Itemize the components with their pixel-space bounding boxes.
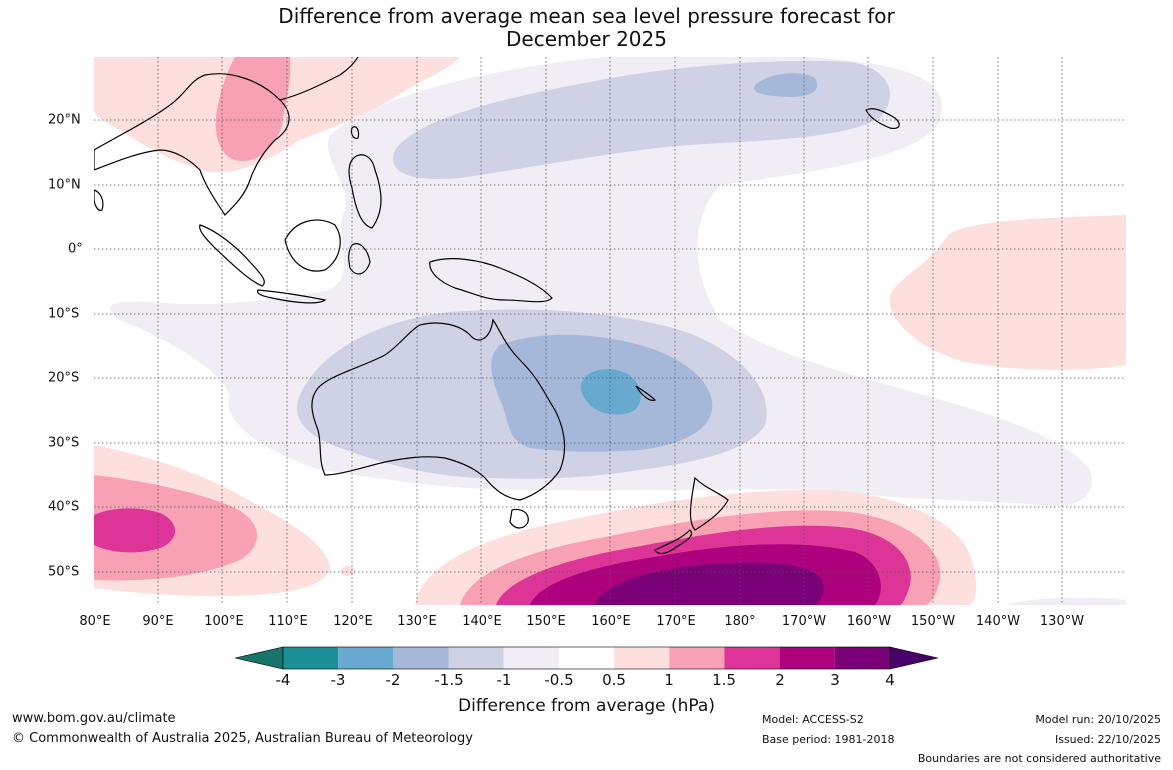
asia-mainland-coastline xyxy=(94,73,290,216)
colorbar-segment xyxy=(834,647,890,669)
colorbar-tick: 2 xyxy=(775,671,785,689)
colorbar-segment xyxy=(503,647,559,669)
colorbar-segment xyxy=(393,647,449,669)
lat-label: 10°N xyxy=(48,177,81,193)
sulawesi-coastline xyxy=(348,243,371,275)
lon-label: 80°E xyxy=(79,614,111,629)
lat-label: 50°S xyxy=(48,564,80,580)
colorbar-segment xyxy=(779,647,835,669)
colorbar-segment xyxy=(724,647,780,669)
lon-gridlines xyxy=(157,57,1063,605)
anomaly-contour-minus-2 xyxy=(580,369,641,415)
colorbar-extend-high xyxy=(889,646,939,670)
australia-coastline xyxy=(311,318,566,501)
lat-label: 30°S xyxy=(48,435,80,451)
colorbar-tick: 1 xyxy=(664,671,674,689)
lon-label: 140°E xyxy=(462,614,502,629)
anomaly-contour-plus-3-nz xyxy=(595,562,824,605)
sri-lanka-coastline xyxy=(94,189,104,211)
colorbar-tick: 4 xyxy=(885,671,895,689)
colorbar-tick: -3 xyxy=(330,671,346,689)
anomaly-contour-plus-1.5-indian xyxy=(94,508,175,553)
china-coast xyxy=(279,57,359,101)
colorbar-segment xyxy=(338,647,394,669)
java-coastline xyxy=(257,289,327,304)
lon-label: 120°E xyxy=(333,614,373,629)
footer-base-period: Base period: 1981-2018 xyxy=(762,733,895,746)
lon-label: 100°E xyxy=(204,614,244,629)
colorbar-tick: 0.5 xyxy=(602,671,626,689)
title-line-1: Difference from average mean sea level p… xyxy=(278,4,895,28)
footer-issued: Issued: 22/10/2025 xyxy=(1054,733,1161,746)
lon-label: 170°E xyxy=(656,614,696,629)
lon-label: 130°W xyxy=(1039,614,1085,629)
lat-gridlines xyxy=(94,119,1126,573)
lon-label: 150°W xyxy=(910,614,956,629)
sumatra-coastline xyxy=(199,224,265,287)
colorbar-segment xyxy=(283,647,339,669)
colorbar-segment xyxy=(614,647,670,669)
colorbar-tick: 1.5 xyxy=(712,671,736,689)
anomaly-contour-plus-1-indian xyxy=(94,475,258,581)
lon-label: 160°W xyxy=(846,614,892,629)
colorbar xyxy=(234,646,939,670)
anomaly-contour-plus-1-asia xyxy=(215,57,291,161)
lon-label: 180° xyxy=(724,614,756,629)
colorbar-tick: -1.5 xyxy=(434,671,464,689)
lon-label: 130°E xyxy=(397,614,437,629)
lat-label: 20°S xyxy=(48,370,80,386)
colorbar-tick: -0.5 xyxy=(544,671,574,689)
borneo-coastline xyxy=(284,219,341,272)
colorbar-title: Difference from average (hPa) xyxy=(458,696,715,716)
footer-model-run: Model run: 20/10/2025 xyxy=(1035,713,1161,726)
lat-label: 20°N xyxy=(48,112,81,128)
new-zealand-south-coastline xyxy=(654,529,693,555)
philippines-coastline xyxy=(348,154,382,229)
lon-label: 170°W xyxy=(781,614,827,629)
footer-url[interactable]: www.bom.gov.au/climate xyxy=(12,711,176,726)
japan-coastline xyxy=(865,108,900,129)
colorbar-segment xyxy=(558,647,615,669)
tasmania-coastline xyxy=(509,508,529,529)
anomaly-contour-plus-0.5-pacific xyxy=(889,215,1126,370)
anomaly-field xyxy=(94,57,1126,605)
lat-label: 0° xyxy=(68,241,83,257)
anomaly-contour-minus-1.5-north xyxy=(754,73,818,97)
chart-title: Difference from average mean sea level p… xyxy=(0,5,1173,51)
colorbar-extend-low xyxy=(234,646,284,670)
anomaly-contour-minus-0.5-se xyxy=(1005,597,1126,605)
lat-label: 40°S xyxy=(48,499,80,515)
colorbar-tick: -4 xyxy=(275,671,291,689)
colorbar-segment xyxy=(448,647,504,669)
lon-label: 160°E xyxy=(591,614,631,629)
lon-label: 110°E xyxy=(268,614,308,629)
colorbar-tick: -1 xyxy=(496,671,512,689)
anomaly-spot-plus-0.5 xyxy=(340,566,356,576)
footer-model: Model: ACCESS-S2 xyxy=(762,713,864,726)
coastlines xyxy=(94,57,900,555)
lon-label: 150°E xyxy=(526,614,566,629)
lon-label: 140°W xyxy=(975,614,1021,629)
colorbar-tick: -2 xyxy=(385,671,401,689)
lat-label: 10°S xyxy=(48,306,80,322)
new-guinea-coastline xyxy=(429,258,553,303)
footer-disclaimer: Boundaries are not considered authoritat… xyxy=(917,752,1161,765)
footer-copyright: © Commonwealth of Australia 2025, Austra… xyxy=(12,731,473,746)
title-line-2: December 2025 xyxy=(506,27,667,51)
new-caledonia-coastline xyxy=(635,385,657,401)
colorbar-outline xyxy=(282,646,891,670)
colorbar-tick: 3 xyxy=(830,671,840,689)
lon-label: 90°E xyxy=(142,614,174,629)
new-zealand-north-coastline xyxy=(689,476,729,531)
colorbar-segment xyxy=(669,647,725,669)
